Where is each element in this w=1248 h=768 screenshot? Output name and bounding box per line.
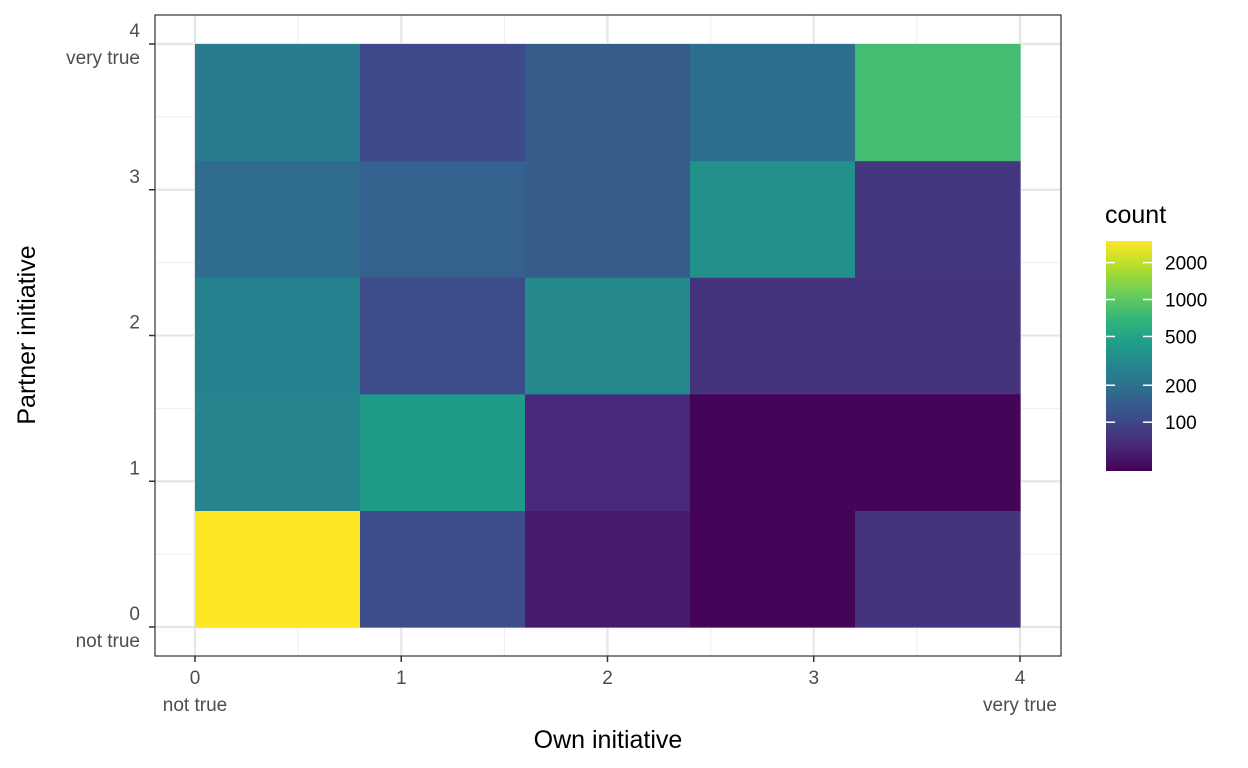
color-legend: count 100 200 500 1000 2000 (1105, 201, 1207, 471)
heatmap-tile (690, 393, 856, 511)
x-axis: 0 not true 1 2 3 4 very true (163, 656, 1057, 716)
legend-break-label: 500 (1165, 327, 1197, 348)
y-tick-label: 4 (129, 21, 140, 42)
heatmap-tile (525, 510, 691, 628)
plot-panel (154, 14, 1062, 657)
heatmap-tile (525, 160, 691, 278)
x-axis-title: Own initiative (534, 726, 683, 754)
heatmap-tile (855, 160, 1021, 278)
heatmap-tile (690, 44, 856, 162)
x-tick-label: 1 (396, 668, 407, 689)
y-tick-sublabel: not true (76, 631, 140, 652)
heatmap-tile (690, 160, 856, 278)
heatmap-tile (360, 44, 526, 162)
legend-ticks: 100 200 500 1000 2000 (1106, 254, 1207, 434)
legend-colorbar (1106, 241, 1152, 471)
heatmap-tile (690, 510, 856, 628)
x-tick-label: 0 (190, 668, 201, 689)
heatmap-tile (195, 393, 361, 511)
heatmap-tile (690, 277, 856, 395)
y-tick-label: 0 (129, 604, 140, 625)
heatmap-tile (360, 160, 526, 278)
legend-break-label: 2000 (1165, 254, 1207, 275)
legend-break-label: 200 (1165, 376, 1197, 397)
x-tick-label: 2 (602, 668, 613, 689)
y-tick-label: 3 (129, 167, 140, 188)
legend-break-label: 100 (1165, 413, 1197, 434)
heatmap-tile (360, 510, 526, 628)
legend-break-label: 1000 (1165, 291, 1207, 312)
heatmap-tile (195, 160, 361, 278)
x-tick-sublabel: not true (163, 695, 227, 716)
heatmap-tile (855, 44, 1021, 162)
y-axis: 0 not true 1 2 3 4 very true (66, 21, 155, 652)
heatmap-tile (525, 277, 691, 395)
heatmap-tile (195, 277, 361, 395)
y-tick-sublabel: very true (66, 48, 140, 69)
x-tick-label: 4 (1015, 668, 1026, 689)
y-axis-title: Partner initiative (13, 245, 41, 424)
heatmap-tile (855, 510, 1021, 628)
heatmap-tile (525, 44, 691, 162)
y-tick-label: 2 (129, 313, 140, 334)
heatmap-tiles (195, 44, 1021, 628)
x-tick-sublabel: very true (983, 695, 1057, 716)
heatmap-tile (525, 393, 691, 511)
heatmap-tile (855, 277, 1021, 395)
heatmap-tile (195, 44, 361, 162)
heatmap-tile (360, 277, 526, 395)
heatmap-tile (855, 393, 1021, 511)
y-tick-label: 1 (129, 458, 140, 479)
legend-title: count (1105, 201, 1166, 229)
heatmap-tile (195, 510, 361, 628)
x-tick-label: 3 (808, 668, 819, 689)
heatmap-tile (360, 393, 526, 511)
